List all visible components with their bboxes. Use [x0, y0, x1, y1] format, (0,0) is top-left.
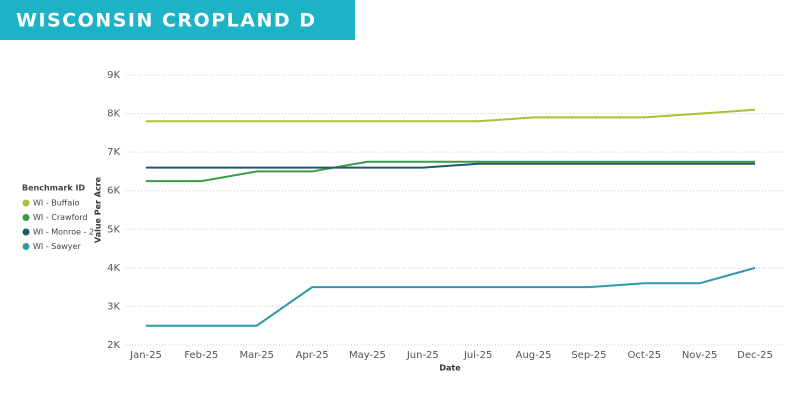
y-tick-label: 4K — [107, 263, 120, 274]
title-banner — [0, 0, 355, 40]
x-tick-label: Apr-25 — [296, 350, 329, 361]
x-tick-label: Nov-25 — [682, 350, 718, 361]
legend-title: Benchmark ID — [22, 184, 85, 193]
legend-marker — [22, 243, 30, 250]
y-axis-title: Value Per Acre — [94, 176, 103, 243]
x-axis-title: Date — [439, 364, 461, 373]
y-tick-label: 5K — [107, 224, 120, 235]
chart-title: WISCONSIN CROPLAND D — [16, 10, 317, 32]
x-tick-label: Dec-25 — [737, 350, 773, 361]
x-tick-label: Sep-25 — [571, 350, 606, 361]
y-tick-label: 6K — [107, 186, 120, 197]
series-line — [146, 162, 755, 169]
legend-label: WI - Sawyer — [33, 242, 81, 251]
series-line — [146, 266, 756, 327]
series-line — [146, 108, 756, 123]
legend-marker — [22, 228, 30, 236]
series-line — [146, 160, 755, 183]
legend-label: WI - Monroe - 2 — [33, 228, 94, 237]
x-tick-label: Oct-25 — [627, 350, 661, 361]
legend-label: WI - Buffalo — [33, 199, 79, 208]
x-tick-label: Jun-25 — [406, 350, 439, 361]
x-tick-label: Jan-25 — [129, 350, 162, 361]
x-tick-label: May-25 — [349, 350, 386, 361]
x-tick-label: Jul-25 — [463, 350, 492, 361]
y-tick-label: 3K — [107, 301, 120, 312]
legend-label: WI - Crawford — [33, 213, 88, 222]
legend-marker — [22, 214, 30, 221]
legend-marker — [22, 199, 30, 207]
y-tick-label: 2K — [107, 340, 120, 351]
y-tick-label: 7K — [107, 147, 120, 158]
x-tick-label: Feb-25 — [184, 350, 218, 361]
y-tick-label: 8K — [107, 109, 120, 120]
x-tick-label: Aug-25 — [516, 350, 552, 361]
x-tick-label: Mar-25 — [239, 350, 274, 361]
y-tick-label: 9K — [107, 70, 120, 81]
